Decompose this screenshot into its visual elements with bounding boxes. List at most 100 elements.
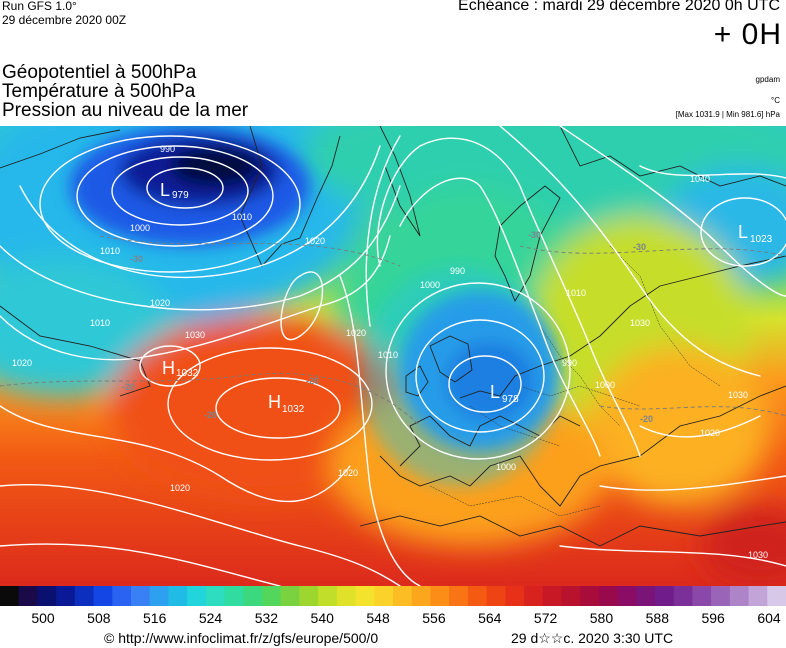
isobar-label: 1020 <box>170 483 190 493</box>
color-scale-bar <box>0 586 786 606</box>
color-scale-label: 588 <box>645 610 669 626</box>
temperature-label: -30 <box>633 242 646 252</box>
coastlines <box>0 126 786 547</box>
isobar-label: 1030 <box>185 330 205 340</box>
color-scale-swatch <box>56 586 76 606</box>
pressure-center: L 979 <box>160 180 189 201</box>
color-scale-swatch <box>692 586 712 606</box>
color-scale-swatch <box>636 586 656 606</box>
color-scale-label: 548 <box>366 610 390 626</box>
pressure-center-type: L <box>738 222 748 242</box>
isobar-label: 1000 <box>420 280 440 290</box>
pressure-center: H 1032 <box>162 358 199 379</box>
color-scale-swatch <box>393 586 413 606</box>
pressure-center-type: L <box>490 382 500 402</box>
run-model-label: Run GFS 1.0° <box>2 0 77 13</box>
pressure-center-type: H <box>162 358 175 378</box>
isobar-label: 1030 <box>748 550 768 560</box>
pressure-center-value: 978 <box>502 394 519 405</box>
source-credit: © http://www.infoclimat.fr/z/gfs/europe/… <box>104 630 379 646</box>
isotherms <box>0 235 786 427</box>
color-scale-swatch <box>449 586 469 606</box>
color-scale-swatch <box>673 586 694 606</box>
isobar-label: 1040 <box>690 174 710 184</box>
pressure-center-type: L <box>160 180 170 200</box>
color-scale-swatch <box>37 586 57 606</box>
color-scale-label: 524 <box>198 610 223 626</box>
color-scale-swatch <box>542 586 563 606</box>
color-scale-label: 516 <box>143 610 167 626</box>
isobar-label: 1000 <box>496 462 516 472</box>
isobar-label: 1030 <box>728 390 748 400</box>
color-scale-swatch <box>299 586 319 606</box>
isobar-label: 1010 <box>90 318 110 328</box>
color-scale-label: 596 <box>701 610 725 626</box>
color-scale-swatch <box>430 586 450 606</box>
isobar-label: 1020 <box>150 298 170 308</box>
isobar-label: 1020 <box>12 358 32 368</box>
isobar-label: 1020 <box>305 236 325 246</box>
color-scale-swatch <box>598 586 619 606</box>
pressure-center-value: 1023 <box>750 234 773 245</box>
borders <box>429 245 721 517</box>
layer-title-pressure: Pression au niveau de la mer <box>2 100 249 121</box>
cold-cores <box>70 126 560 486</box>
color-scale-swatch <box>561 586 581 606</box>
color-scale-label: 508 <box>87 610 111 626</box>
isobar-label: 990 <box>450 266 465 276</box>
layer-title-temperature: Température à 500hPa <box>2 81 196 102</box>
color-scale-swatch <box>18 586 39 606</box>
color-scale-label: 540 <box>310 610 334 626</box>
color-scale-swatch <box>131 586 151 606</box>
color-scale-label: 604 <box>757 610 781 626</box>
color-scale-swatch <box>205 586 226 606</box>
pressure-center: L 978 <box>490 382 519 405</box>
isobar-label: 1010 <box>100 246 120 256</box>
color-scale-swatch <box>748 586 768 606</box>
temperature-label: -30 <box>130 254 143 264</box>
color-scale-swatch <box>711 586 731 606</box>
isobar-label: 1010 <box>232 212 252 222</box>
pressure-center-value: 1032 <box>282 404 305 415</box>
isobar-label: 1020 <box>346 328 366 338</box>
temperature-labels: -30 -20 -20 -20 -30 -30 -20 <box>122 230 653 424</box>
color-scale-swatch <box>280 586 301 606</box>
pressure-centers: L 979 L 1023 H 1032 H 1032 L 978 <box>160 180 773 415</box>
isobars <box>0 126 786 586</box>
color-scale-swatch <box>374 586 394 606</box>
temperature-label: -30 <box>528 230 541 240</box>
isobar-label: 1000 <box>130 223 150 233</box>
color-scale-swatch <box>355 586 375 606</box>
valid-time-label: Echéance : mardi 29 décembre 2020 0h UTC <box>458 0 780 14</box>
color-scale-labels: 500 508 516 524 532 540 548 556 564 572 580 588 596 6… <box>0 610 786 626</box>
color-scale-swatch <box>411 586 432 606</box>
color-scale-swatch <box>767 586 786 606</box>
color-scale-swatch <box>112 586 132 606</box>
pressure-center-type: H <box>268 392 281 412</box>
color-scale-swatch <box>0 586 20 606</box>
temperature-label: -20 <box>306 376 319 386</box>
isobar-label: 1010 <box>378 350 398 360</box>
color-scale-swatch <box>168 586 188 606</box>
pressure-center-value: 979 <box>172 190 189 201</box>
pressure-range: [Max 1031.9 | Min 981.6] hPa <box>675 110 780 119</box>
color-scale-swatch <box>467 586 488 606</box>
color-scale-swatch <box>262 586 282 606</box>
isobar-label: 1030 <box>630 318 650 328</box>
color-scale-swatch <box>336 586 357 606</box>
color-scale-swatch <box>655 586 675 606</box>
color-scale-swatch <box>729 586 750 606</box>
color-scale-label: 500 <box>31 610 55 626</box>
isobar-label: 1010 <box>566 288 586 298</box>
generation-time: 29 d☆☆c. 2020 3:30 UTC <box>511 630 674 646</box>
color-scale-swatch <box>505 586 525 606</box>
isobar-label: 1020 <box>338 468 358 478</box>
temperature-unit: °C <box>771 96 780 105</box>
color-scale-swatch <box>524 586 544 606</box>
isobar-label: 1000 <box>595 380 615 390</box>
run-date-label: 29 décembre 2020 00Z <box>2 13 127 27</box>
color-scale-label: 532 <box>254 610 279 626</box>
color-scale-swatch <box>224 586 244 606</box>
color-scale-swatch <box>243 586 263 606</box>
color-scale-swatch <box>93 586 113 606</box>
